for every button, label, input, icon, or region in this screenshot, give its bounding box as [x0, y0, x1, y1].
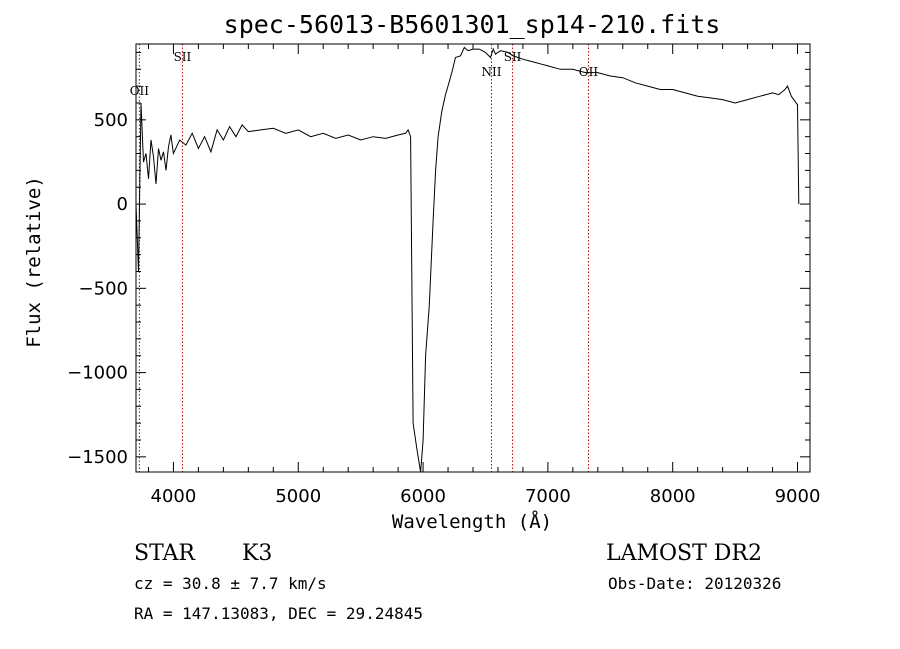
y-tick-label: 500 [94, 110, 128, 131]
observation-date: Obs-Date: 20120326 [608, 574, 781, 593]
x-axis-label: Wavelength (Å) [392, 510, 552, 533]
x-tick-label: 6000 [400, 486, 446, 507]
y-axis-label: Flux (relative) [23, 176, 45, 348]
redshift-cz: cz = 30.8 ± 7.7 km/s [134, 574, 327, 593]
chart-title: spec-56013-B5601301_sp14-210.fits [224, 10, 721, 39]
spectrum-series [135, 46, 800, 473]
object-subclass: K3 [242, 541, 272, 566]
x-tick-label: 9000 [775, 486, 821, 507]
y-tick-label: −500 [79, 278, 128, 299]
spectrum-line [135, 46, 800, 473]
survey-name: LAMOST DR2 [606, 541, 762, 566]
x-axis: 4000 5000 6000 7000 8000 9000 [147, 44, 821, 507]
y-tick-label: −1000 [67, 363, 128, 384]
marker-label: OII [579, 65, 599, 79]
x-tick-label: 8000 [650, 486, 696, 507]
object-class: STAR [134, 541, 196, 566]
y-tick-label: 0 [117, 194, 128, 215]
marker-label: OII [130, 84, 150, 98]
x-tick-label: 4000 [151, 486, 197, 507]
plot-frame [135, 43, 811, 473]
marker-label: NII [481, 65, 501, 79]
marker-label: SII [174, 50, 192, 64]
x-tick-label: 7000 [525, 486, 571, 507]
coordinates: RA = 147.13083, DEC = 29.24845 [134, 604, 423, 623]
x-tick-label: 5000 [275, 486, 321, 507]
y-axis: 500 0 −500 −1000 −1500 [67, 51, 810, 468]
marker-label: SII [504, 50, 522, 64]
y-tick-label: −1500 [67, 447, 128, 468]
